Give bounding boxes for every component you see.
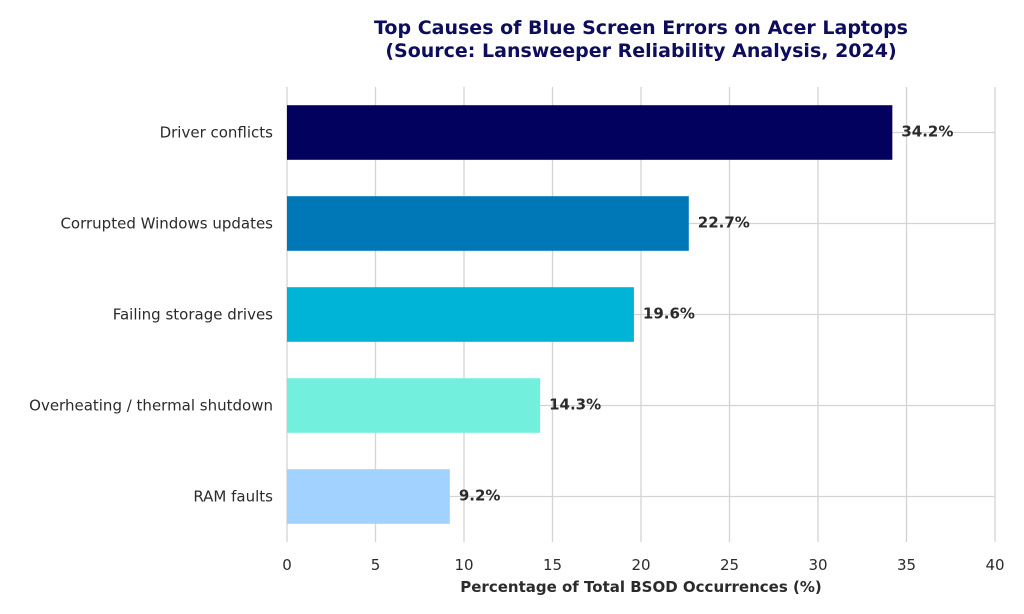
category-label: Overheating / thermal shutdown xyxy=(29,397,273,415)
x-tick-label: 25 xyxy=(720,556,739,574)
x-tick-label: 5 xyxy=(371,556,381,574)
category-label: RAM faults xyxy=(193,488,273,506)
x-tick-label: 20 xyxy=(631,556,650,574)
value-label: 14.3% xyxy=(549,396,601,414)
value-label: 9.2% xyxy=(459,487,501,505)
bars xyxy=(287,105,893,524)
bar xyxy=(287,196,689,251)
value-label: 34.2% xyxy=(901,123,953,141)
x-tick-label: 10 xyxy=(454,556,473,574)
value-labels: 34.2% 22.7% 19.6% 14.3% 9.2% xyxy=(459,123,954,505)
bar xyxy=(287,469,450,524)
value-label: 19.6% xyxy=(643,305,695,323)
x-axis-label: Percentage of Total BSOD Occurrences (%) xyxy=(460,578,821,596)
x-tick-label: 15 xyxy=(543,556,562,574)
chart-title-line-2: (Source: Lansweeper Reliability Analysis… xyxy=(385,40,896,62)
bar xyxy=(287,105,893,160)
x-tick-label: 35 xyxy=(897,556,916,574)
x-tick-label: 0 xyxy=(282,556,292,574)
category-label: Corrupted Windows updates xyxy=(60,215,273,233)
bar xyxy=(287,378,541,433)
category-labels: Driver conflicts Corrupted Windows update… xyxy=(29,124,273,506)
x-tick-label: 30 xyxy=(808,556,827,574)
x-tick-labels: 0 5 10 15 20 25 30 35 40 xyxy=(282,556,1004,574)
category-label: Driver conflicts xyxy=(160,124,274,142)
bar xyxy=(287,287,634,342)
value-label: 22.7% xyxy=(698,214,750,232)
chart-title-line-1: Top Causes of Blue Screen Errors on Acer… xyxy=(374,17,908,39)
category-label: Failing storage drives xyxy=(113,306,273,324)
x-tick-label: 40 xyxy=(985,556,1004,574)
